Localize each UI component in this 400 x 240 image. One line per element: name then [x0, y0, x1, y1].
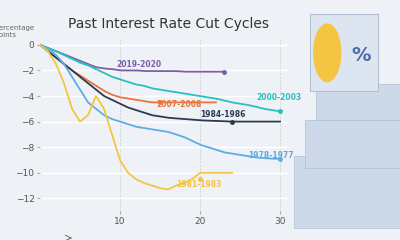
Text: 1981-1983: 1981-1983	[176, 180, 221, 189]
FancyBboxPatch shape	[316, 84, 400, 120]
Text: Percentage
Points: Percentage Points	[0, 24, 34, 38]
Text: 1984-1986: 1984-1986	[200, 110, 245, 119]
Text: 2007-2008: 2007-2008	[156, 101, 201, 109]
Text: %: %	[351, 46, 370, 65]
FancyBboxPatch shape	[305, 120, 400, 168]
Circle shape	[314, 24, 341, 82]
Text: 2019-2020: 2019-2020	[116, 60, 161, 69]
Text: Past Interest Rate Cut Cycles: Past Interest Rate Cut Cycles	[68, 17, 268, 31]
Text: 1978-1977: 1978-1977	[248, 151, 294, 160]
FancyBboxPatch shape	[294, 156, 400, 228]
FancyBboxPatch shape	[310, 14, 378, 91]
Text: 2000-2003: 2000-2003	[256, 93, 301, 102]
